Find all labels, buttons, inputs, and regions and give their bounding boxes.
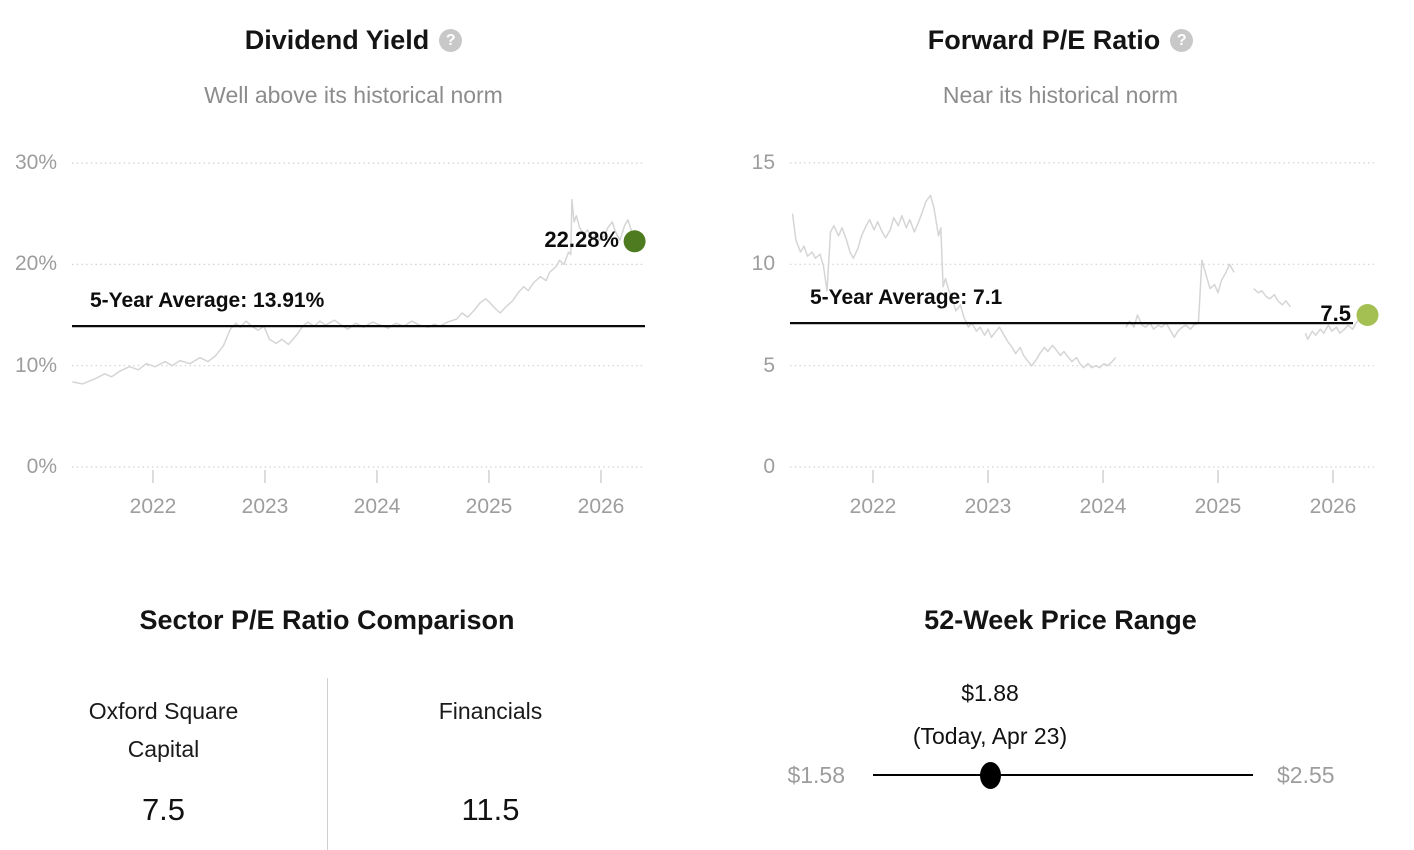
forward-pe-panel: Forward P/E Ratio ? Near its historical … [707,0,1414,560]
y-axis-label: 20% [14,252,57,275]
x-axis-label: 2025 [465,495,513,518]
column-divider [327,678,328,850]
x-axis-label: 2026 [1309,495,1357,518]
comparison-sector-label: Financials [438,698,543,724]
x-axis-label: 2024 [353,495,401,518]
current-value-dot [623,230,646,253]
average-line-label: 5-Year Average: 7.1 [810,286,1003,309]
x-axis-label: 2023 [241,495,289,518]
price-range-track [873,774,1253,776]
x-axis-label: 2026 [577,495,625,518]
average-line-label: 5-Year Average: 13.91% [90,289,325,312]
comparison-company-value: 7.5 [141,792,186,827]
help-icon[interactable]: ? [1170,28,1194,52]
forward-pe-title: Forward P/E Ratio [927,25,1161,55]
x-axis-label: 2025 [1194,495,1242,518]
dividend-yield-panel: Dividend Yield ? Well above its historic… [0,0,707,560]
y-axis-label: 10% [14,354,57,377]
forward-pe-subtitle: Near its historical norm [942,82,1179,108]
y-axis-label: 0 [763,455,775,478]
sector-comparison-title: Sector P/E Ratio Comparison [139,605,515,635]
dividend-yield-subtitle: Well above its historical norm [204,82,503,108]
price-range-title: 52-Week Price Range [924,605,1197,635]
dividend-yield-chart [72,162,646,483]
y-axis-label: 10 [751,252,775,275]
x-axis-label: 2022 [849,495,897,518]
x-axis-label: 2023 [964,495,1012,518]
forward-pe-title-row: Forward P/E Ratio ? [707,22,1414,58]
current-value-label: 7.5 [1320,301,1351,326]
help-icon[interactable]: ? [439,28,463,52]
y-axis-label: 30% [14,151,57,174]
current-price: $1.88 [961,680,1019,706]
dividend-yield-title: Dividend Yield [244,25,430,55]
y-axis-label: 0% [26,455,57,478]
sector-pe-comparison-panel: Sector P/E Ratio Comparison Oxford Squar… [0,580,654,850]
price-range-marker [979,761,1001,789]
x-axis-label: 2022 [129,495,177,518]
price-range-high: $2.55 [1277,762,1335,788]
y-axis-label: 15 [751,151,775,174]
x-axis-label: 2024 [1079,495,1127,518]
price-range-panel: 52-Week Price Range $1.88 (Today, Apr 23… [707,580,1414,850]
comparison-sector-value: 11.5 [461,792,520,827]
current-value-label: 22.28% [544,227,619,252]
price-range-low: $1.58 [787,762,845,788]
dividend-yield-title-row: Dividend Yield ? [0,22,707,58]
current-price-note: (Today, Apr 23) [912,723,1068,749]
current-value-dot [1356,304,1379,326]
y-axis-label: 5 [763,354,775,377]
forward-pe-chart [790,162,1379,483]
comparison-company-label: Oxford Square Capital [88,698,239,762]
